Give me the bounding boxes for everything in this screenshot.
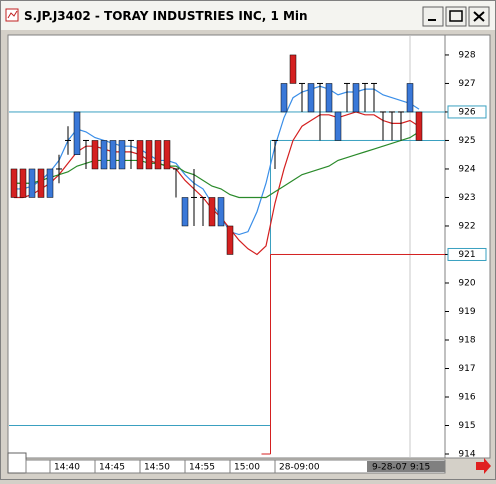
- candle-body: [415, 111, 423, 141]
- candle-body: [280, 83, 288, 113]
- close-button[interactable]: [468, 6, 490, 27]
- x-tick-label: 14:40: [54, 463, 80, 473]
- candle-body: [163, 140, 171, 170]
- y-tick-label: 925: [458, 136, 475, 146]
- y-tick-label: 919: [458, 307, 475, 317]
- app-icon: [5, 8, 19, 22]
- candle-body: [10, 168, 18, 198]
- candle-body: [154, 140, 162, 170]
- candle-body: [145, 140, 153, 170]
- candle-body: [217, 197, 225, 227]
- x-tick-label: 15:00: [234, 463, 260, 473]
- plot-area: [7, 34, 446, 459]
- x-tick-label: 28-09:00: [279, 463, 320, 473]
- candle-body: [100, 140, 108, 170]
- candle-body: [91, 140, 99, 170]
- corner-box[interactable]: [7, 452, 27, 474]
- price-marker: [447, 105, 487, 119]
- y-tick-label: 923: [458, 193, 475, 203]
- y-tick-label: 918: [458, 335, 475, 345]
- y-tick-label: 916: [458, 393, 475, 403]
- x-tick-label: 14:45: [99, 463, 125, 473]
- candle-body: [28, 168, 36, 198]
- app-icon-glyph: [7, 10, 18, 19]
- candle-body: [46, 168, 54, 198]
- candle-body: [352, 83, 360, 113]
- status-box: [367, 461, 445, 472]
- candle-body: [226, 225, 234, 255]
- y-tick-label: 914: [458, 450, 475, 460]
- y-tick-label: 924: [458, 164, 475, 174]
- y-tick-label: 928: [458, 50, 475, 60]
- moving-average: [14, 111, 420, 256]
- price-marker: [447, 247, 487, 261]
- candle-body: [325, 83, 333, 113]
- y-tick-label: 927: [458, 79, 475, 89]
- candle-body: [37, 168, 45, 198]
- candle-body: [118, 140, 126, 170]
- candle-body: [208, 197, 216, 227]
- y-tick-label: 922: [458, 221, 475, 231]
- candle-body: [73, 111, 81, 155]
- candle-body: [289, 54, 297, 84]
- candle-body: [109, 140, 117, 170]
- candle-body: [181, 197, 189, 227]
- window-title: S.JP.J3402 - TORAY INDUSTRIES INC, 1 Min: [24, 9, 308, 23]
- minimize-button[interactable]: [422, 6, 444, 27]
- moving-average: [14, 85, 420, 236]
- maximize-button[interactable]: [445, 6, 467, 27]
- y-tick-label: 921: [458, 250, 475, 260]
- candle-body: [19, 168, 27, 198]
- scroll-arrow[interactable]: [476, 458, 491, 474]
- y-tick-label: 915: [458, 421, 475, 431]
- candle-body: [406, 83, 414, 113]
- x-tick-label: 14:55: [189, 463, 215, 473]
- y-tick-label: 920: [458, 278, 475, 288]
- x-tick-label: 14:50: [144, 463, 170, 473]
- candle-body: [136, 140, 144, 170]
- y-tick-label: 926: [458, 107, 475, 117]
- candle-body: [307, 83, 315, 113]
- moving-average: [14, 131, 420, 199]
- title-bar: [1, 1, 495, 30]
- status-text: 9-28-07 9:15: [372, 463, 430, 473]
- candle-body: [334, 111, 342, 141]
- y-tick-label: 917: [458, 364, 475, 374]
